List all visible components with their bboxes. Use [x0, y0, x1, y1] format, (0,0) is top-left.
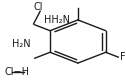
Text: F: F [119, 52, 125, 62]
Text: Cl: Cl [33, 2, 43, 12]
Text: Cl−H: Cl−H [5, 67, 30, 77]
Text: H₂N: H₂N [12, 39, 31, 49]
Text: HH₂N: HH₂N [44, 15, 70, 25]
